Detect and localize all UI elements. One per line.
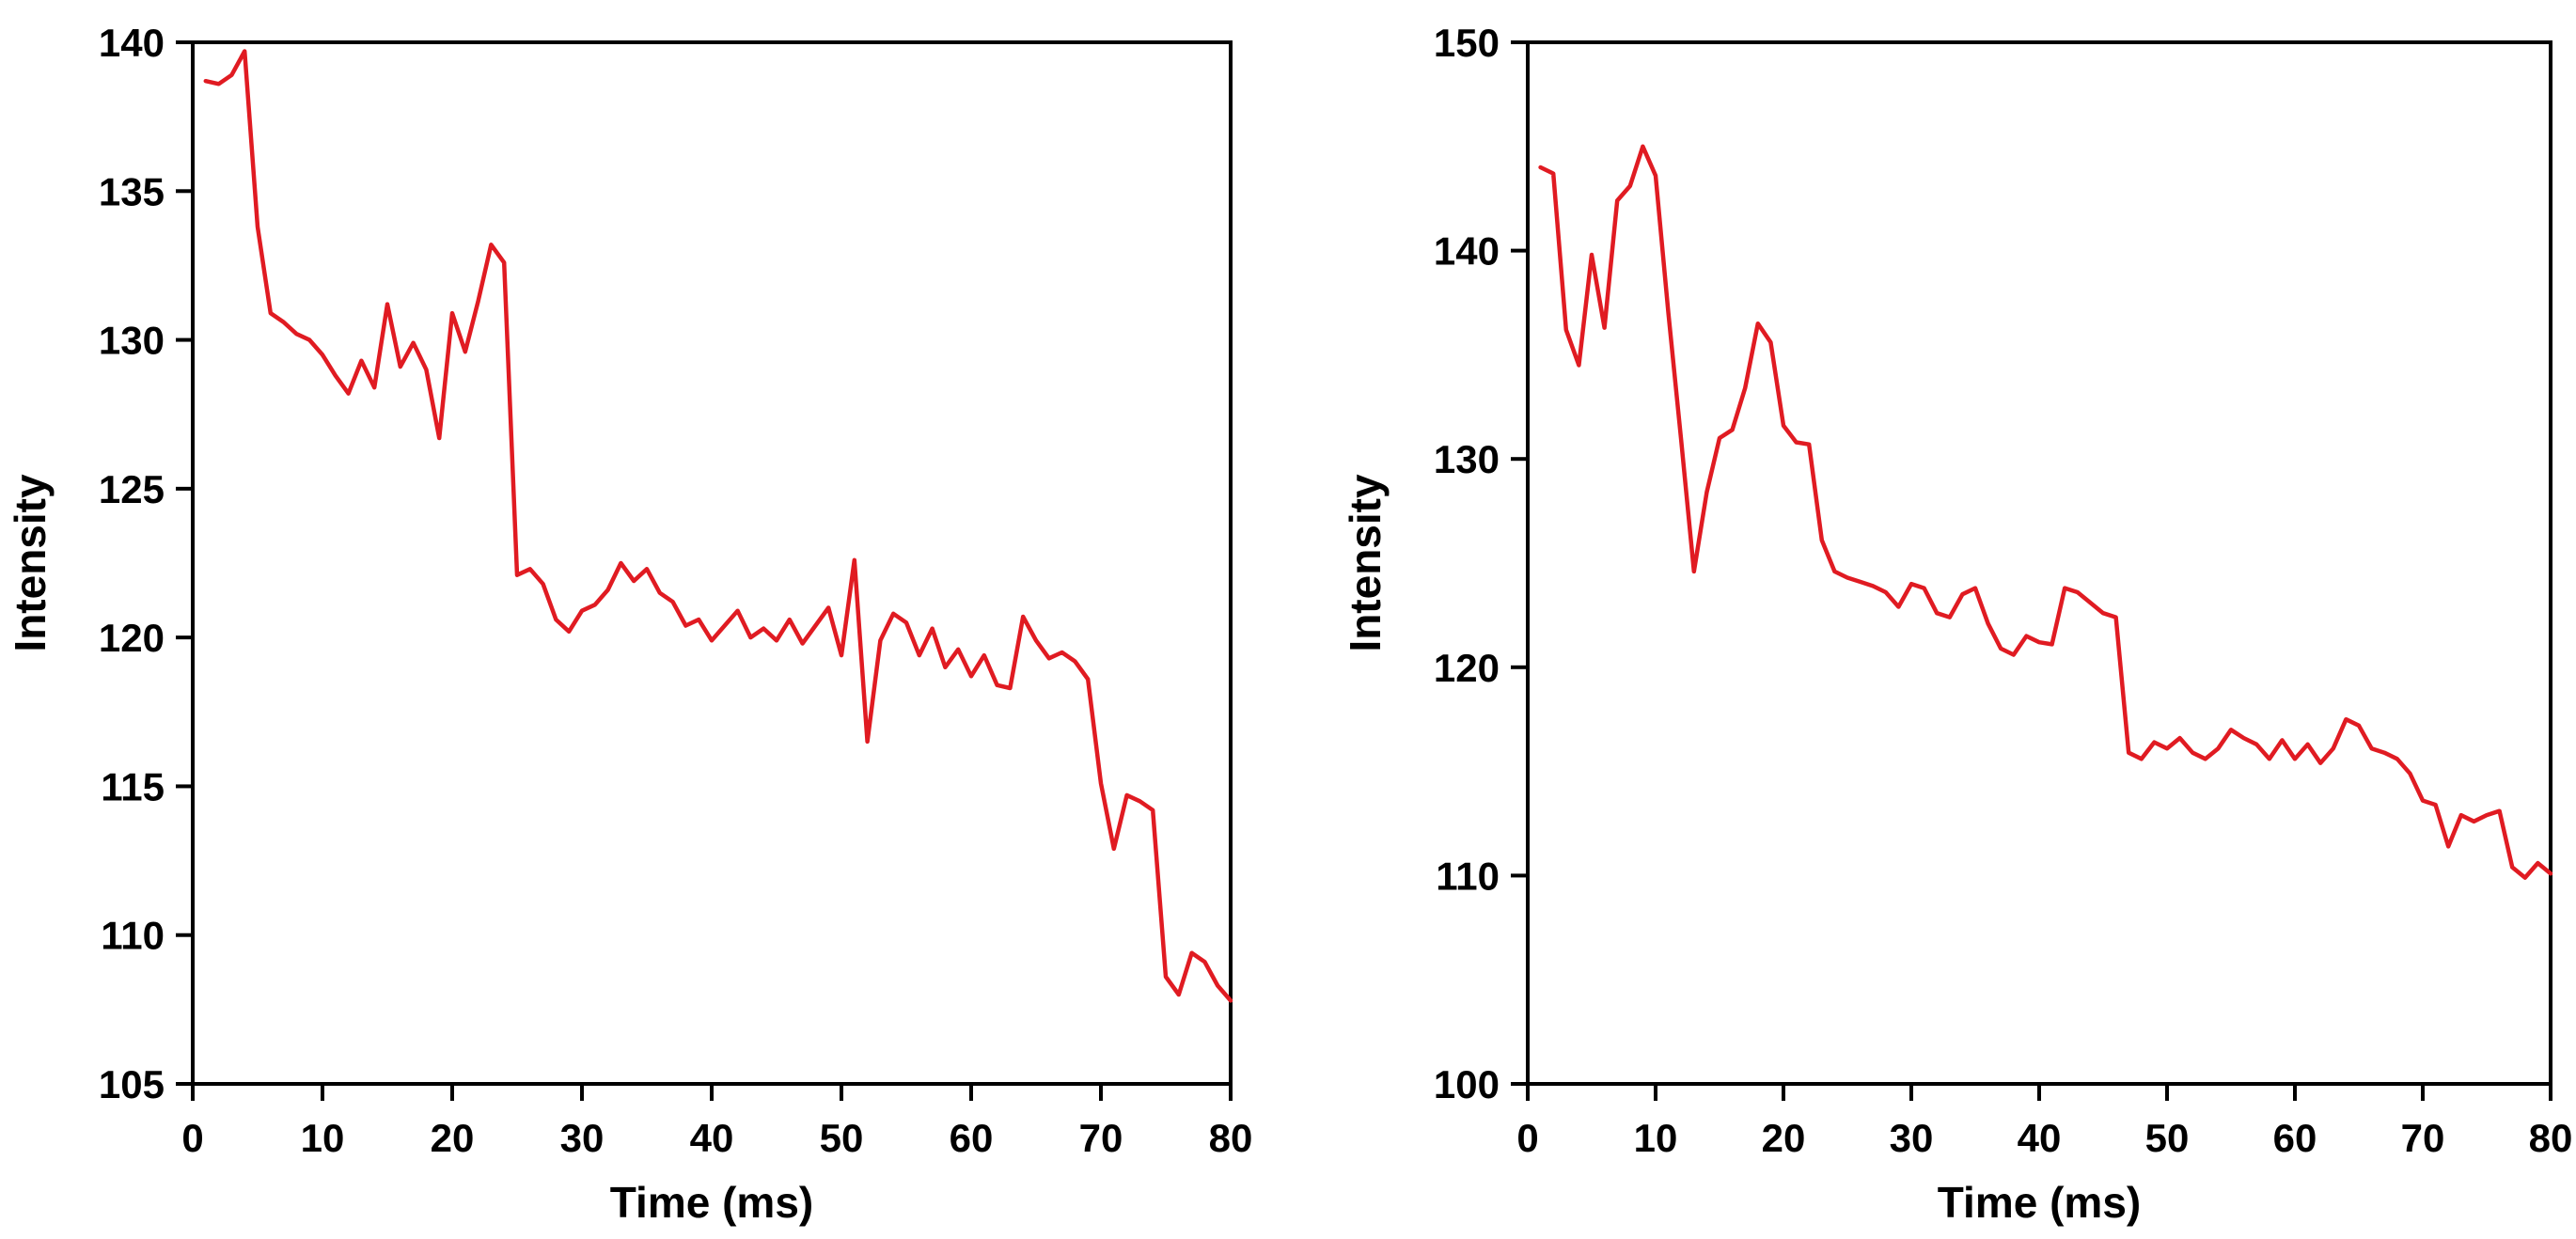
chart-figure-right: 0 10 20 30 40 50 60 70 80 100 110 120 130 140 150 Time …	[1288, 0, 2576, 1239]
x-tick-label: 0	[181, 1116, 203, 1160]
x-tick-label: 50	[2145, 1116, 2190, 1160]
x-tick-label: 60	[2273, 1116, 2317, 1160]
intensity-trace	[1538, 144, 2553, 880]
y-tick-label: 130	[99, 319, 165, 363]
x-tick-label: 40	[690, 1116, 734, 1160]
x-axis-title: Time (ms)	[1938, 1178, 2141, 1227]
x-tick-label: 70	[1079, 1116, 1123, 1160]
x-axis-title: Time (ms)	[610, 1178, 813, 1227]
plot-frame	[191, 40, 1233, 1086]
x-tick-label: 60	[950, 1116, 994, 1160]
y-tick-label: 125	[99, 467, 165, 511]
x-tick-label: 40	[2018, 1116, 2062, 1160]
x-tick-label: 30	[1890, 1116, 1934, 1160]
x-tick-label: 70	[2401, 1116, 2445, 1160]
x-tick-label: 20	[431, 1116, 475, 1160]
x-tick-label: 10	[301, 1116, 345, 1160]
line-chart-left: 0 10 20 30 40 50 60 70 80 105 110 115 120 125 130 135 14…	[6, 21, 1253, 1227]
y-tick-label: 100	[1434, 1062, 1500, 1106]
chart-figure-left: 0 10 20 30 40 50 60 70 80 105 110 115 120 125 130 135 14…	[6, 21, 1253, 1227]
x-tick-label: 80	[1209, 1116, 1253, 1160]
plot-frame	[1526, 40, 2552, 1086]
x-tick-label: 30	[560, 1116, 605, 1160]
x-tick-label: 20	[1762, 1116, 1806, 1160]
y-tick-label: 110	[1436, 854, 1500, 898]
x-tick-label: 50	[820, 1116, 864, 1160]
y-axis-title: Intensity	[1341, 474, 1390, 652]
y-tick-label: 120	[1434, 646, 1500, 690]
y-tick-label: 150	[1434, 21, 1500, 65]
y-tick-label: 120	[99, 616, 165, 660]
y-tick-label: 115	[101, 764, 165, 808]
y-tick-label: 135	[99, 169, 165, 213]
x-tick-label: 10	[1634, 1116, 1678, 1160]
y-axis-title: Intensity	[6, 474, 55, 652]
x-tick-label: 0	[1516, 1116, 1538, 1160]
x-tick-label: 80	[2529, 1116, 2573, 1160]
y-tick-label: 140	[99, 21, 165, 65]
y-tick-label: 130	[1434, 437, 1500, 481]
y-tick-label: 105	[99, 1062, 165, 1106]
line-chart-right: 0 10 20 30 40 50 60 70 80 100 110 120 130 140 150 Time …	[1288, 0, 2576, 1239]
intensity-trace	[203, 49, 1233, 1003]
y-tick-label: 110	[101, 914, 165, 958]
y-tick-label: 140	[1434, 229, 1500, 274]
